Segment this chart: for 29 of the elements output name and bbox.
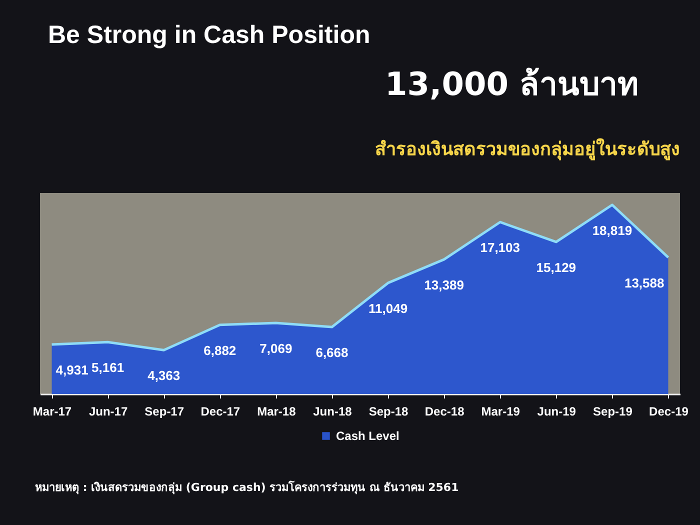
x-tick-label: Sep-18 <box>368 404 409 418</box>
data-label: 11,049 <box>368 300 408 316</box>
x-tick-label: Mar-18 <box>257 404 296 418</box>
x-tick-label: Jun-17 <box>88 404 128 418</box>
x-tick-label: Jun-19 <box>537 404 576 418</box>
x-tick-label: Sep-17 <box>144 404 184 418</box>
data-label: 13,588 <box>624 275 664 290</box>
x-tick-label: Mar-17 <box>32 404 72 418</box>
data-label: 7,069 <box>260 340 292 356</box>
text: หมายเหตุ : เงินสดรวมของกลุ่ม (Group cash) รวมโครงการร่วมทุน ณ ธันวาคม 2561 <box>35 480 459 495</box>
data-label: 6,668 <box>316 344 348 360</box>
data-label: 18,819 <box>592 222 632 238</box>
data-label: 6,882 <box>204 342 236 358</box>
chart-subtitle: สำรองเงินสดรวมของกลุ่มอยู่ในระดับสูง <box>375 138 680 161</box>
data-label: 15,129 <box>536 260 576 275</box>
data-label: 5,161 <box>92 360 124 376</box>
x-tick-label: Jun-18 <box>313 404 352 418</box>
data-label: 4,931 <box>56 362 88 378</box>
text: 13,000 ล้านบาท <box>385 65 639 103</box>
chart-title: Be Strong in Cash Position <box>48 21 370 49</box>
x-tick-label: Dec-19 <box>649 404 689 418</box>
x-tick-label: Dec-18 <box>424 404 465 418</box>
x-tick-label: Sep-19 <box>593 404 633 418</box>
x-tick-label: Dec-17 <box>200 404 240 418</box>
x-tick-label: Mar-19 <box>481 404 520 418</box>
legend-label: Cash Level <box>336 429 400 443</box>
data-label: 13,389 <box>424 277 464 292</box>
data-label: 17,103 <box>480 240 520 256</box>
data-label: 4,363 <box>148 368 180 384</box>
